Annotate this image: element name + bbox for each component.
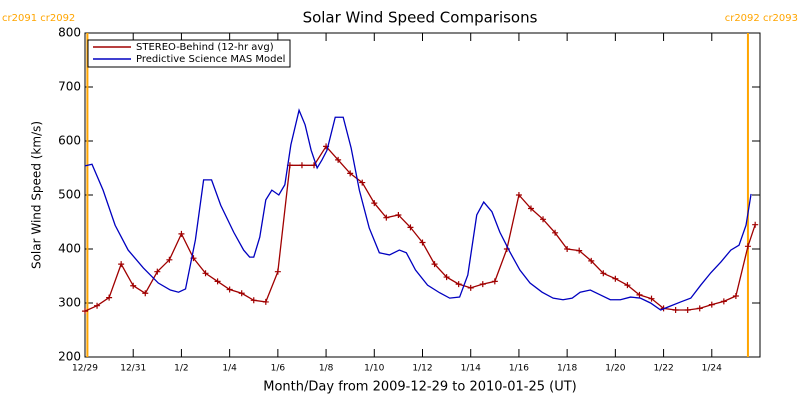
legend-label: STEREO-Behind (12-hr avg) [136,42,274,53]
point-marker [696,305,703,312]
y-tick-label: 300 [58,296,81,310]
y-tick-label: 700 [58,80,81,94]
y-tick-label: 500 [58,188,81,202]
y-tick-label: 200 [58,350,81,364]
x-tick-label: 1/20 [605,364,625,374]
point-marker [214,278,221,285]
point-marker [178,230,185,237]
point-marker [226,286,233,293]
carrington-label: cr2092 cr2093 [725,13,798,24]
carrington-label: cr2091 cr2092 [2,13,75,24]
point-marker [624,282,631,289]
point-marker [600,270,607,277]
point-marker [274,268,281,275]
point-marker [395,211,402,218]
point-marker [371,200,378,207]
point-marker [419,239,426,246]
point-marker [491,278,498,285]
point-marker [94,302,101,309]
point-marker [720,298,727,305]
x-tick-label: 12/29 [72,364,98,374]
x-tick-label: 1/2 [174,364,188,374]
point-marker [166,256,173,263]
x-tick-label: 1/22 [653,364,673,374]
point-marker [431,261,438,268]
point-marker [359,179,366,186]
point-marker [527,205,534,212]
point-marker [250,297,257,304]
point-marker [684,307,691,314]
point-marker [455,281,462,288]
x-tick-label: 1/16 [509,364,529,374]
legend-label: Predictive Science MAS Model [136,54,285,65]
x-tick-label: 1/10 [364,364,384,374]
point-marker [612,275,619,282]
y-tick-label: 800 [58,26,81,40]
point-marker [648,295,655,302]
y-tick-label: 600 [58,134,81,148]
series-line [84,108,752,311]
point-marker [82,308,88,315]
point-marker [298,162,305,169]
point-marker [744,243,751,250]
point-marker [335,156,342,163]
point-marker [564,246,571,252]
point-marker [118,261,125,268]
point-marker [576,247,583,254]
x-axis-label: Month/Day from 2009-12-29 to 2010-01-25 … [263,380,576,395]
point-marker [347,170,354,177]
y-axis-label: Solar Wind Speed (km/s) [30,121,44,269]
x-tick-label: 1/14 [461,364,481,374]
point-marker [130,282,137,289]
point-marker [202,270,209,277]
point-marker [238,290,245,297]
x-tick-label: 1/18 [557,364,577,374]
x-tick-label: 1/12 [412,364,432,374]
point-marker [752,221,759,228]
point-marker [732,292,739,299]
legend-box [87,39,291,68]
point-marker [672,307,679,314]
x-tick-label: 1/24 [702,364,722,374]
point-marker [443,274,450,281]
point-marker [142,290,149,297]
point-marker [588,257,595,264]
point-marker [467,284,474,291]
point-marker [262,298,269,305]
point-marker [479,281,486,288]
x-tick-label: 1/8 [319,364,334,374]
point-marker [515,192,522,198]
x-tick-label: 12/31 [120,364,146,374]
point-marker [636,291,643,298]
chart-title: Solar Wind Speed Comparisons [303,9,538,27]
y-tick-label: 400 [58,242,81,256]
point-marker [552,229,559,236]
point-marker [383,214,390,221]
point-marker [540,216,547,223]
point-marker [708,301,715,308]
point-marker [106,294,113,301]
point-marker [407,224,414,231]
x-tick-label: 1/4 [222,364,237,374]
x-tick-label: 1/6 [271,364,286,374]
point-marker [154,268,161,275]
